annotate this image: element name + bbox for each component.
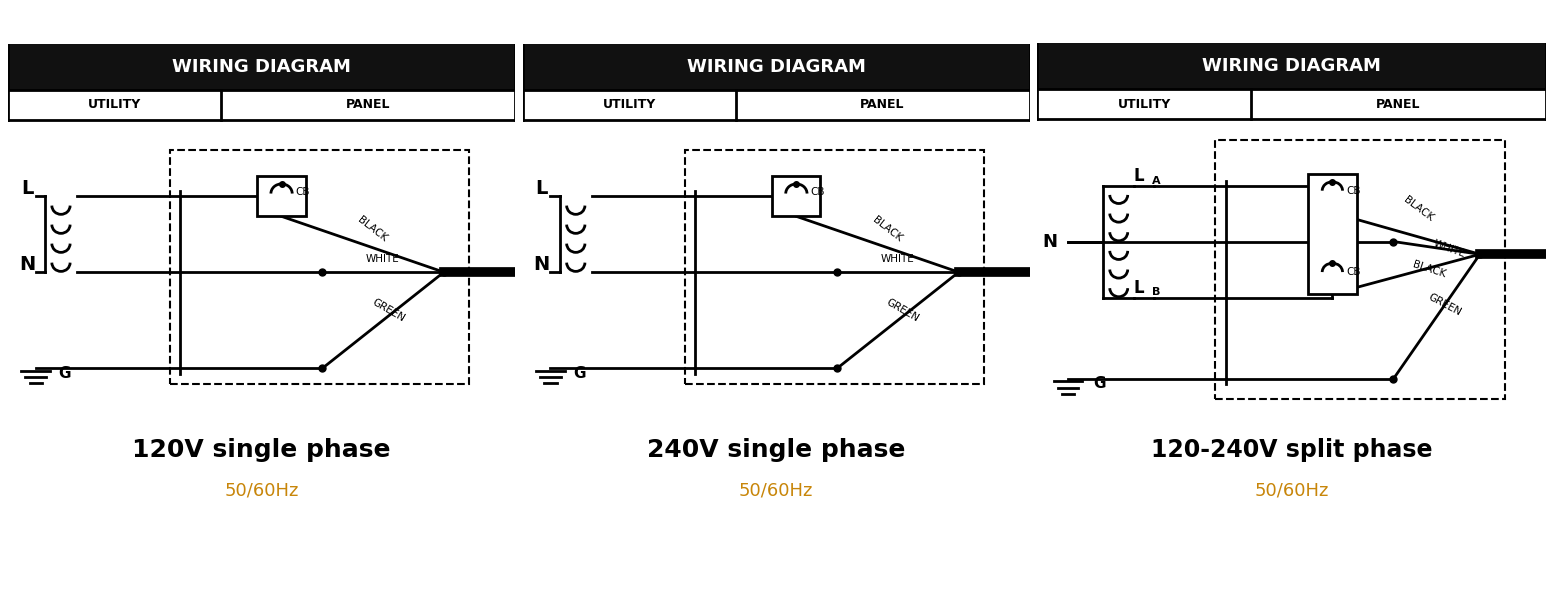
Bar (523, 44, 1030, 90)
Bar (8, 90, 515, 120)
Text: BLACK: BLACK (870, 215, 904, 243)
Text: N: N (1042, 233, 1057, 250)
Text: B: B (1152, 287, 1160, 298)
Text: PANEL: PANEL (1376, 98, 1421, 111)
Text: CB: CB (810, 187, 826, 197)
Bar (685, 151, 983, 384)
Text: 50/60Hz: 50/60Hz (739, 481, 813, 499)
Bar (258, 176, 306, 217)
Text: WHITE: WHITE (1432, 239, 1467, 259)
Text: CB: CB (295, 187, 311, 197)
Text: 50/60Hz: 50/60Hz (1254, 482, 1330, 500)
Bar (1037, 43, 1546, 89)
Text: 120-240V split phase: 120-240V split phase (1150, 438, 1433, 462)
Text: G: G (1093, 377, 1105, 392)
Text: WIRING DIAGRAM: WIRING DIAGRAM (686, 58, 866, 76)
Text: BLACK: BLACK (1402, 194, 1436, 223)
Text: WHITE: WHITE (881, 254, 915, 264)
Text: PANEL: PANEL (860, 98, 904, 111)
Bar (523, 90, 1030, 120)
Text: UTILITY: UTILITY (88, 98, 141, 111)
Bar (773, 176, 821, 217)
Text: L: L (20, 179, 32, 198)
Text: UTILITY: UTILITY (603, 98, 656, 111)
Text: A: A (1152, 176, 1161, 186)
Text: CB: CB (1347, 267, 1360, 277)
Text: PANEL: PANEL (345, 98, 390, 111)
Bar (1215, 140, 1506, 399)
Bar (8, 44, 515, 90)
Text: BLACK: BLACK (356, 215, 390, 243)
Text: G: G (59, 366, 71, 381)
Text: G: G (574, 366, 586, 381)
Text: GREEN: GREEN (369, 297, 407, 324)
Text: 50/60Hz: 50/60Hz (224, 481, 298, 499)
Text: WHITE: WHITE (366, 254, 400, 264)
Bar (1037, 89, 1546, 120)
Bar (170, 151, 468, 384)
Text: N: N (19, 255, 36, 274)
Text: WIRING DIAGRAM: WIRING DIAGRAM (172, 58, 351, 76)
Text: WIRING DIAGRAM: WIRING DIAGRAM (1203, 57, 1381, 75)
Text: BLACK: BLACK (1411, 259, 1447, 280)
Bar (1308, 174, 1356, 294)
Text: L: L (535, 179, 547, 198)
Text: 240V single phase: 240V single phase (646, 438, 906, 462)
Text: CB: CB (1347, 186, 1360, 196)
Text: 120V single phase: 120V single phase (131, 438, 391, 462)
Text: N: N (533, 255, 550, 274)
Text: GREEN: GREEN (1425, 292, 1463, 318)
Text: L: L (1133, 279, 1144, 298)
Text: UTILITY: UTILITY (1118, 98, 1170, 111)
Text: L: L (1133, 167, 1144, 186)
Text: GREEN: GREEN (884, 297, 921, 324)
